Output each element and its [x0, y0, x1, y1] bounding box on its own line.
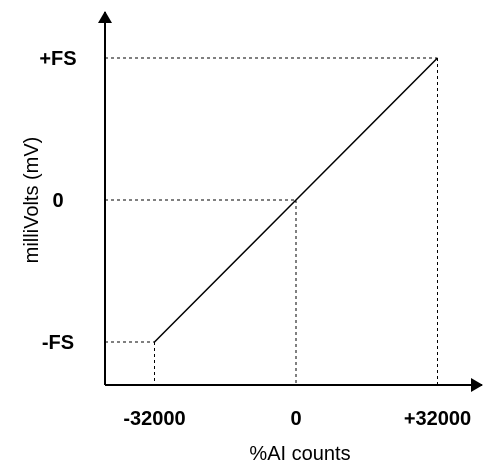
series-line	[153, 57, 439, 343]
y-axis-title: milliVolts (mV)	[21, 137, 43, 264]
y-tick-label: +FS	[39, 48, 76, 70]
x-tick-labels: -32000 0 +32000	[123, 408, 471, 430]
reference-guides	[105, 57, 438, 385]
y-tick-labels: -FS 0 +FS	[39, 48, 76, 354]
series-layer	[153, 57, 439, 343]
x-tick-label: +32000	[404, 408, 471, 430]
x-axis-title: %AI counts	[249, 443, 350, 465]
y-tick-label: -FS	[42, 332, 74, 354]
x-tick-label: 0	[290, 408, 301, 430]
y-tick-label: 0	[52, 190, 63, 212]
x-tick-label: -32000	[123, 408, 185, 430]
